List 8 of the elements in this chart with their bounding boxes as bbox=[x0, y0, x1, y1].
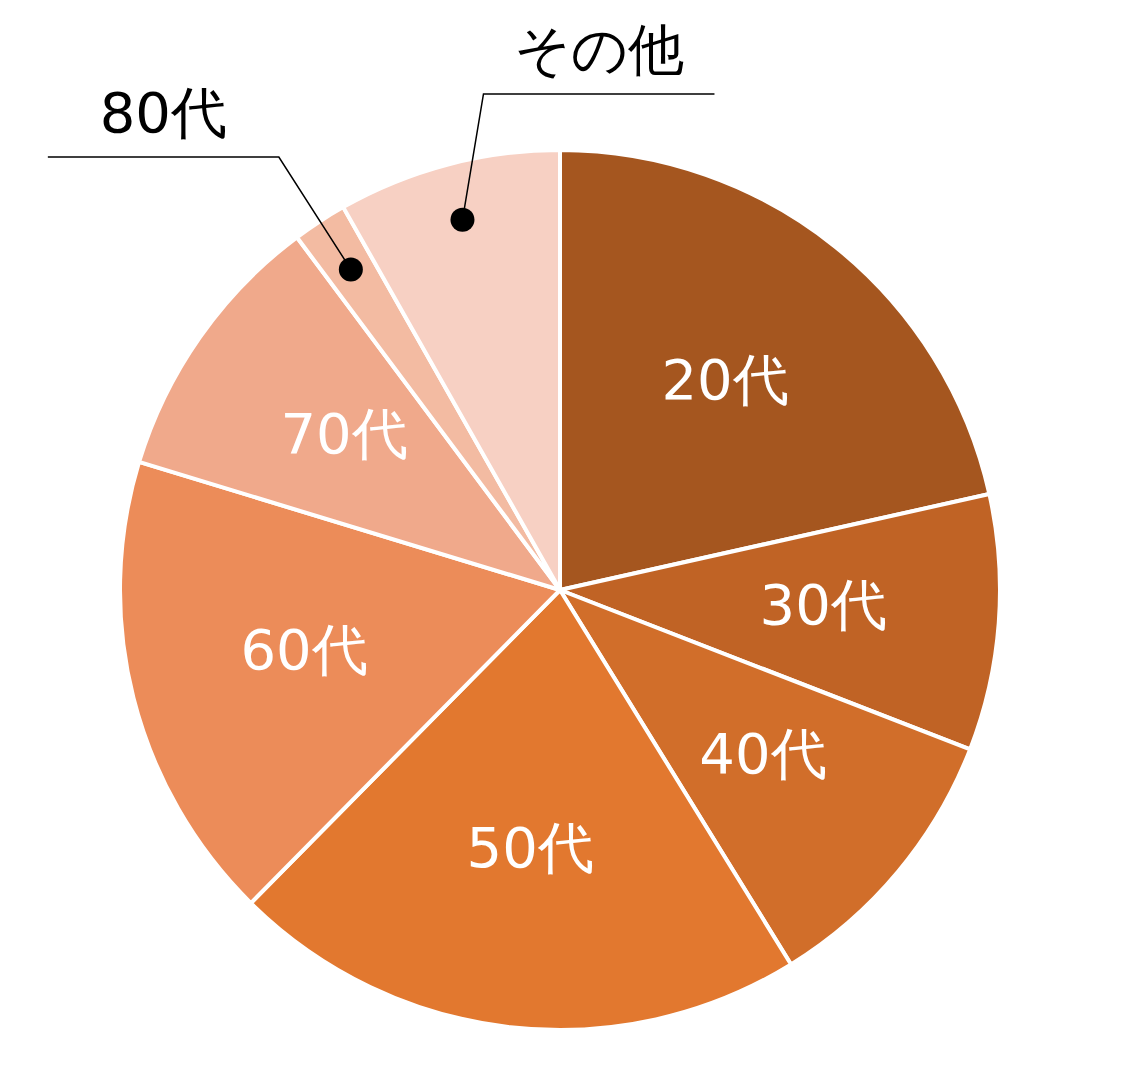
slice-label: 60代 bbox=[240, 617, 368, 683]
slice-label: 50代 bbox=[466, 814, 594, 880]
slice-label: 20代 bbox=[661, 346, 789, 412]
slice-label: 70代 bbox=[280, 400, 408, 466]
slice-label: その他 bbox=[513, 16, 684, 82]
slice-label: 40代 bbox=[699, 721, 827, 787]
slice-label: 30代 bbox=[759, 572, 887, 638]
slice-label: 80代 bbox=[99, 79, 227, 145]
